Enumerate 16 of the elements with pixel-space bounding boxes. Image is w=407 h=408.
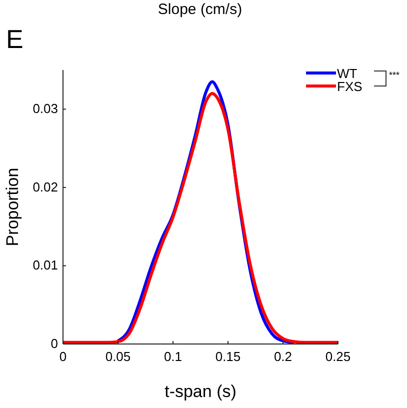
x-tick-label: 0.1 <box>164 349 182 364</box>
y-tick-label: 0.03 <box>32 101 58 116</box>
y-tick-label: 0 <box>50 336 58 351</box>
text: E <box>6 24 24 54</box>
text: *** <box>389 70 400 80</box>
x-tick-label: 0.2 <box>274 349 292 364</box>
y-tick-label: 0.01 <box>32 258 58 273</box>
x-tick-label: 0.15 <box>215 349 241 364</box>
x-axis-title: t-span (s) <box>164 382 236 401</box>
legend-label: WT <box>337 66 358 81</box>
x-tick-label: 0.25 <box>325 349 351 364</box>
x-tick-label: 0.05 <box>105 349 131 364</box>
y-axis-title: Proportion <box>3 168 22 246</box>
legend-label: FXS <box>337 79 363 94</box>
y-tick-label: 0.02 <box>32 179 58 194</box>
chart-title: Slope (cm/s) <box>158 1 242 18</box>
